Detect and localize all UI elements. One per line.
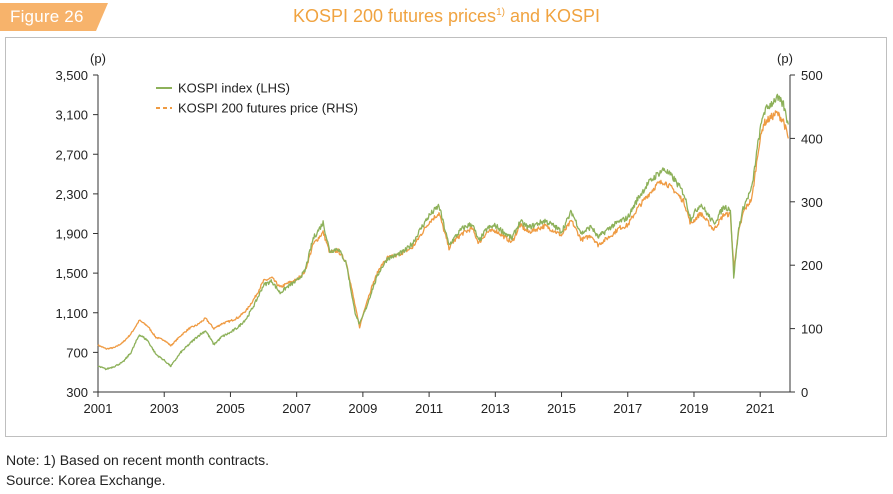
left-tick-label: 1,100 [55, 306, 88, 321]
x-tick-label: 2009 [348, 401, 377, 416]
x-tick-label: 2003 [150, 401, 179, 416]
chart-axes: (p) (p)3,5003,1002,7002,3001,9001,5001,10… [55, 51, 822, 416]
chart-svg: (p) (p)3,5003,1002,7002,3001,9001,5001,10… [55, 51, 822, 416]
right-tick-label: 0 [801, 385, 808, 400]
right-tick-label: 500 [801, 68, 823, 83]
chart-title-tail: and KOSPI [504, 6, 601, 26]
left-tick-label: 2,300 [55, 187, 88, 202]
right-tick-label: 100 [801, 322, 823, 337]
right-tick-label: 400 [801, 131, 823, 146]
figure-tag-shape [0, 3, 108, 31]
kospi-index-line [97, 93, 789, 371]
x-tick-label: 2015 [547, 401, 576, 416]
legend-futures-label: KOSPI 200 futures price (RHS) [178, 101, 358, 116]
footnote: Note: 1) Based on recent month contracts… [6, 452, 270, 468]
x-tick-label: 2001 [84, 401, 113, 416]
chart-legend: KOSPI index (LHS) KOSPI 200 futures price… [156, 81, 358, 116]
left-tick-label: 2,700 [55, 147, 88, 162]
left-tick-label: 3,500 [55, 68, 88, 83]
left-tick-label: 700 [66, 345, 88, 360]
chart-title: KOSPI 200 futures prices1) and KOSPI [0, 6, 893, 27]
x-tick-label: 2005 [216, 401, 245, 416]
right-tick-label: 300 [801, 195, 823, 210]
chart-frame: (p) (p) 3,500 3,100 2,700 2,300 1,900 1,500 1,10… [5, 37, 887, 437]
chart-title-footnote-mark: 1) [496, 7, 505, 18]
legend-kospi-label: KOSPI index (LHS) [178, 81, 290, 96]
x-tick-label: 2013 [481, 401, 510, 416]
left-tick-label: 3,100 [55, 108, 88, 123]
x-tick-label: 2019 [680, 401, 709, 416]
figure-label: Figure 26 [10, 7, 84, 26]
left-tick-label: 300 [66, 385, 88, 400]
chart-series [97, 93, 789, 371]
right-axis-unit: (p) [777, 51, 793, 66]
figure-tag: Figure 26 [0, 3, 108, 31]
right-tick-label: 200 [801, 258, 823, 273]
left-tick-label: 1,900 [55, 227, 88, 242]
left-tick-label: 1,500 [55, 266, 88, 281]
chart-title-main: KOSPI 200 futures prices [292, 6, 497, 26]
source-note: Source: Korea Exchange. [6, 472, 166, 488]
kospi200-futures-line [97, 110, 789, 350]
x-tick-label: 2021 [746, 401, 775, 416]
x-tick-label: 2011 [415, 401, 443, 416]
left-axis-unit: (p) [90, 51, 106, 66]
x-tick-label: 2007 [282, 401, 311, 416]
x-tick-label: 2017 [613, 401, 642, 416]
